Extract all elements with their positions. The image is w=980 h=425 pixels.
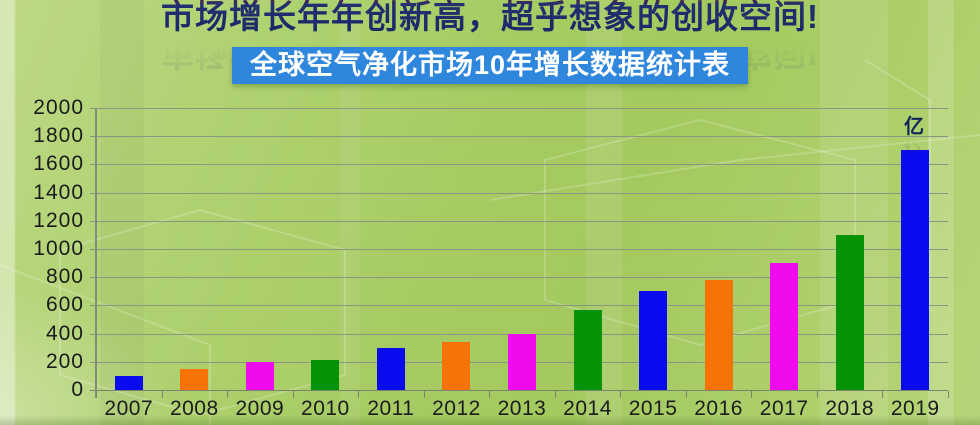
bar-2018 bbox=[835, 235, 864, 390]
category-tick bbox=[423, 391, 425, 398]
bar-2016 bbox=[704, 280, 733, 390]
unit-label: 亿 bbox=[904, 116, 924, 138]
bar-2017 bbox=[770, 263, 799, 390]
y-tick-label: 600 bbox=[45, 293, 84, 317]
bar-2007 bbox=[114, 376, 143, 390]
gridline bbox=[90, 390, 948, 391]
bar-2019 bbox=[901, 150, 930, 390]
category-tick bbox=[161, 391, 163, 398]
category-tick bbox=[882, 391, 884, 398]
unit-label-reflection: 亿 bbox=[904, 132, 924, 154]
y-tick-label: 0 bbox=[71, 378, 84, 401]
y-tick-label: 1800 bbox=[33, 124, 84, 148]
x-tick-label: 2010 bbox=[301, 397, 350, 420]
x-tick-label: 2014 bbox=[563, 397, 612, 420]
bar-2012 bbox=[442, 342, 471, 390]
x-tick-label: 2007 bbox=[104, 397, 154, 420]
bar-2013 bbox=[508, 334, 536, 390]
x-tick-label: 2019 bbox=[890, 397, 940, 420]
y-tick-label: 1000 bbox=[33, 237, 84, 260]
x-tick-label: 2016 bbox=[694, 397, 743, 420]
category-tick bbox=[554, 391, 556, 398]
category-tick bbox=[948, 391, 949, 398]
y-tick-label: 2000 bbox=[33, 96, 84, 119]
gridline bbox=[90, 305, 948, 307]
x-tick-label: 2015 bbox=[628, 397, 678, 420]
gridline bbox=[90, 220, 948, 222]
category-tick bbox=[489, 391, 491, 398]
gridline bbox=[90, 277, 948, 279]
x-tick-label: 2017 bbox=[759, 397, 809, 420]
y-tick-label: 800 bbox=[45, 265, 84, 289]
page-title: 市场增长年年创新高，超乎想象的创收空间! bbox=[0, 0, 980, 38]
category-tick bbox=[685, 391, 687, 398]
y-tick-label: 200 bbox=[45, 349, 84, 373]
bar-2014 bbox=[573, 310, 602, 390]
bar-2009 bbox=[245, 362, 274, 390]
category-tick bbox=[227, 391, 229, 398]
y-axis bbox=[95, 108, 97, 398]
category-tick bbox=[358, 391, 360, 398]
category-tick bbox=[96, 391, 97, 398]
gridline bbox=[90, 192, 948, 194]
y-tick-label: 1200 bbox=[33, 208, 84, 232]
category-tick bbox=[816, 391, 818, 398]
gridline bbox=[90, 136, 948, 138]
x-tick-label: 2008 bbox=[169, 397, 219, 420]
x-tick-label: 2018 bbox=[825, 397, 875, 420]
bar-2010 bbox=[311, 360, 340, 390]
y-tick-label: 1600 bbox=[33, 152, 84, 176]
gridline bbox=[90, 108, 948, 109]
bottom-shade bbox=[0, 415, 980, 425]
x-tick-label: 2011 bbox=[367, 397, 415, 420]
x-tick-label: 2009 bbox=[235, 397, 285, 420]
bar-2008 bbox=[180, 369, 209, 390]
x-tick-label: 2012 bbox=[432, 397, 481, 420]
y-tick-label: 1400 bbox=[33, 180, 84, 204]
category-tick bbox=[292, 391, 294, 398]
y-tick-label: 400 bbox=[45, 321, 84, 345]
category-tick bbox=[751, 391, 753, 398]
bar-2015 bbox=[639, 291, 668, 390]
category-tick bbox=[620, 391, 622, 398]
gridline bbox=[90, 164, 948, 166]
x-tick-label: 2013 bbox=[497, 397, 547, 420]
bar-2011 bbox=[376, 348, 405, 390]
gridline bbox=[90, 249, 948, 250]
chart-title-banner: 全球空气净化市场10年增长数据统计表 bbox=[231, 47, 749, 84]
